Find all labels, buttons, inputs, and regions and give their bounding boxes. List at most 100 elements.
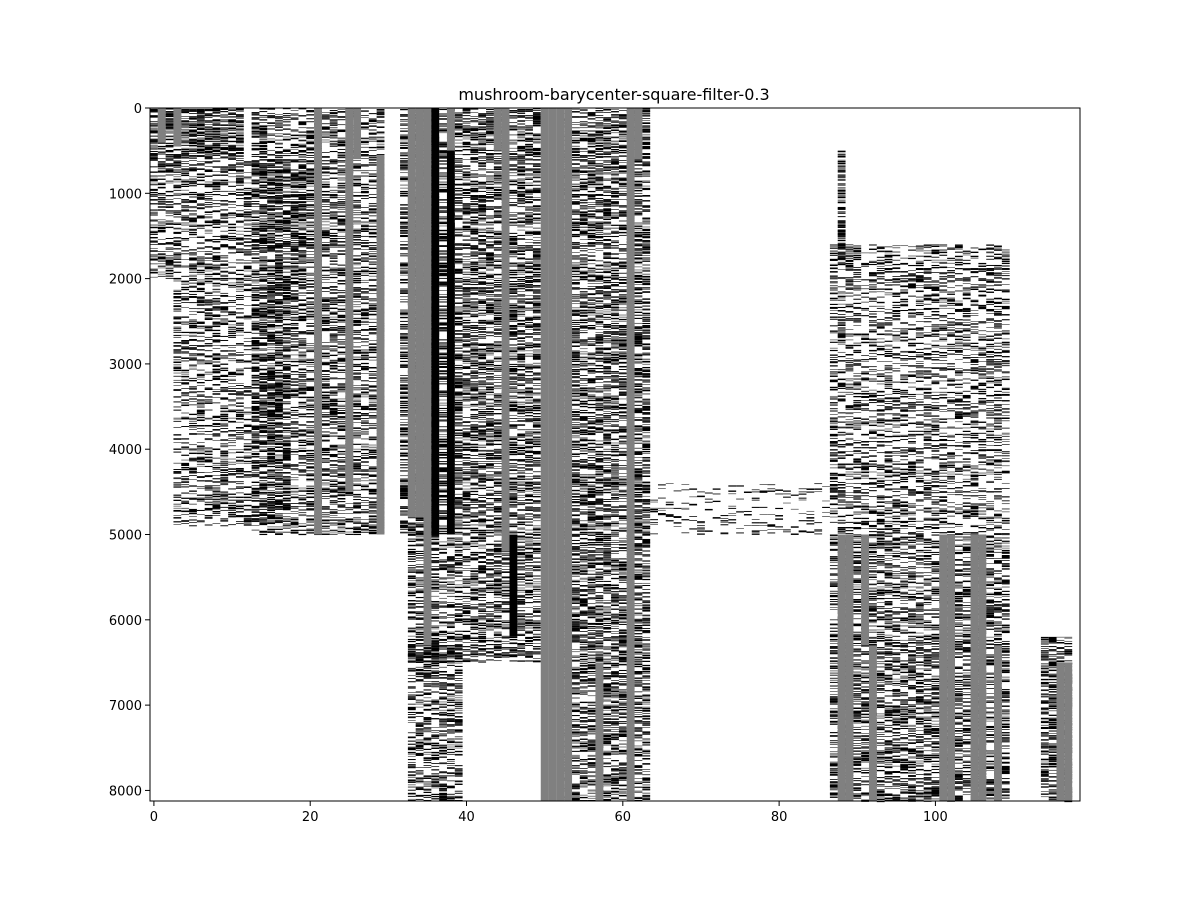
heatmap-stripe xyxy=(329,218,338,220)
heatmap-stripe xyxy=(298,474,307,476)
heatmap-stripe xyxy=(173,255,182,257)
heatmap-stripe xyxy=(228,119,236,121)
heatmap-stripe xyxy=(251,130,260,132)
heatmap-stripe xyxy=(220,234,229,236)
heatmap-stripe xyxy=(251,417,260,419)
heatmap-stripe xyxy=(189,377,197,379)
heatmap-stripe xyxy=(173,331,182,333)
heatmap-stripe xyxy=(321,489,330,491)
heatmap-stripe xyxy=(220,477,229,479)
heatmap-stripe xyxy=(275,269,283,272)
heatmap-stripe xyxy=(212,397,221,398)
heatmap-stripe xyxy=(189,160,197,161)
heatmap-stripe xyxy=(298,272,307,274)
heatmap-stripe xyxy=(220,279,229,281)
heatmap-stripe xyxy=(267,373,276,375)
heatmap-stripe xyxy=(337,148,346,150)
heatmap-stripe xyxy=(306,149,315,151)
heatmap-stripe xyxy=(321,221,330,223)
heatmap-stripe xyxy=(251,435,260,436)
heatmap-stripe xyxy=(181,479,190,481)
heatmap-stripe xyxy=(275,162,283,164)
heatmap-stripe xyxy=(267,269,276,271)
heatmap-stripe xyxy=(150,250,158,252)
heatmap-stripe xyxy=(329,464,338,466)
heatmap-stripe xyxy=(243,354,252,355)
heatmap-stripe xyxy=(189,340,197,341)
heatmap-stripe xyxy=(196,409,205,411)
heatmap-stripe xyxy=(337,229,346,232)
heatmap-stripe xyxy=(267,452,276,455)
heatmap-stripe xyxy=(181,132,190,134)
heatmap-stripe xyxy=(251,248,260,250)
heatmap-stripe xyxy=(196,308,205,310)
heatmap-stripe xyxy=(267,331,276,334)
heatmap-stripe xyxy=(290,364,299,367)
heatmap-stripe xyxy=(235,243,244,245)
heatmap-stripe xyxy=(220,484,229,486)
heatmap-stripe xyxy=(235,132,244,134)
heatmap-stripe xyxy=(321,320,330,323)
heatmap-stripe xyxy=(204,263,213,265)
heatmap-stripe xyxy=(165,251,174,252)
heatmap-stripe xyxy=(173,472,182,474)
heatmap-stripe xyxy=(181,144,190,146)
heatmap-stripe xyxy=(189,331,197,334)
heatmap-stripe xyxy=(220,458,229,460)
heatmap-stripe xyxy=(251,253,260,255)
heatmap-stripe xyxy=(189,109,197,110)
heatmap-stripe xyxy=(251,172,260,174)
heatmap-stripe xyxy=(212,265,221,267)
heatmap-stripe xyxy=(259,388,268,389)
heatmap-stripe xyxy=(251,123,260,125)
heatmap-stripe xyxy=(204,448,213,450)
heatmap-stripe xyxy=(275,321,283,323)
heatmap-stripe xyxy=(251,332,260,334)
heatmap-stripe xyxy=(228,445,236,447)
heatmap-stripe xyxy=(204,509,213,511)
heatmap-stripe xyxy=(275,319,283,322)
heatmap-stripe xyxy=(321,378,330,380)
heatmap-stripe xyxy=(282,368,291,370)
heatmap-stripe xyxy=(181,481,190,483)
heatmap-stripe xyxy=(220,475,229,477)
heatmap-stripe xyxy=(267,208,276,210)
heatmap-stripe xyxy=(321,530,330,532)
heatmap-stripe xyxy=(298,124,307,126)
heatmap-stripe xyxy=(212,193,221,196)
heatmap-stripe xyxy=(329,241,338,243)
heatmap-stripe xyxy=(275,325,283,327)
heatmap-stripe xyxy=(298,316,307,319)
heatmap-stripe xyxy=(165,121,174,122)
heatmap-stripe xyxy=(150,268,158,270)
heatmap-stripe xyxy=(267,311,276,314)
heatmap-stripe xyxy=(298,209,307,211)
heatmap-stripe xyxy=(189,202,197,204)
heatmap-stripe xyxy=(267,217,276,219)
heatmap-stripe xyxy=(165,275,174,277)
heatmap-stripe xyxy=(220,150,229,152)
heatmap-stripe xyxy=(306,421,315,423)
heatmap-stripe xyxy=(204,145,213,147)
heatmap-stripe xyxy=(337,391,346,393)
heatmap-stripe xyxy=(204,343,213,345)
heatmap-stripe xyxy=(329,483,338,486)
heatmap-stripe xyxy=(329,196,338,197)
heatmap-stripe xyxy=(196,416,205,419)
heatmap-stripe xyxy=(275,299,283,301)
heatmap-stripe xyxy=(306,388,315,390)
heatmap-stripe xyxy=(173,216,182,218)
heatmap-stripe xyxy=(329,159,338,160)
heatmap-stripe xyxy=(267,449,276,451)
heatmap-stripe xyxy=(220,190,229,192)
heatmap-stripe xyxy=(196,119,205,121)
heatmap-stripe xyxy=(212,222,221,224)
heatmap-stripe xyxy=(321,317,330,319)
heatmap-stripe xyxy=(290,265,299,267)
heatmap-stripe xyxy=(196,463,205,465)
heatmap-stripe xyxy=(220,179,229,182)
heatmap-stripe xyxy=(290,148,299,150)
heatmap-stripe xyxy=(181,131,190,133)
heatmap-stripe xyxy=(298,512,307,514)
heatmap-stripe xyxy=(181,170,190,172)
